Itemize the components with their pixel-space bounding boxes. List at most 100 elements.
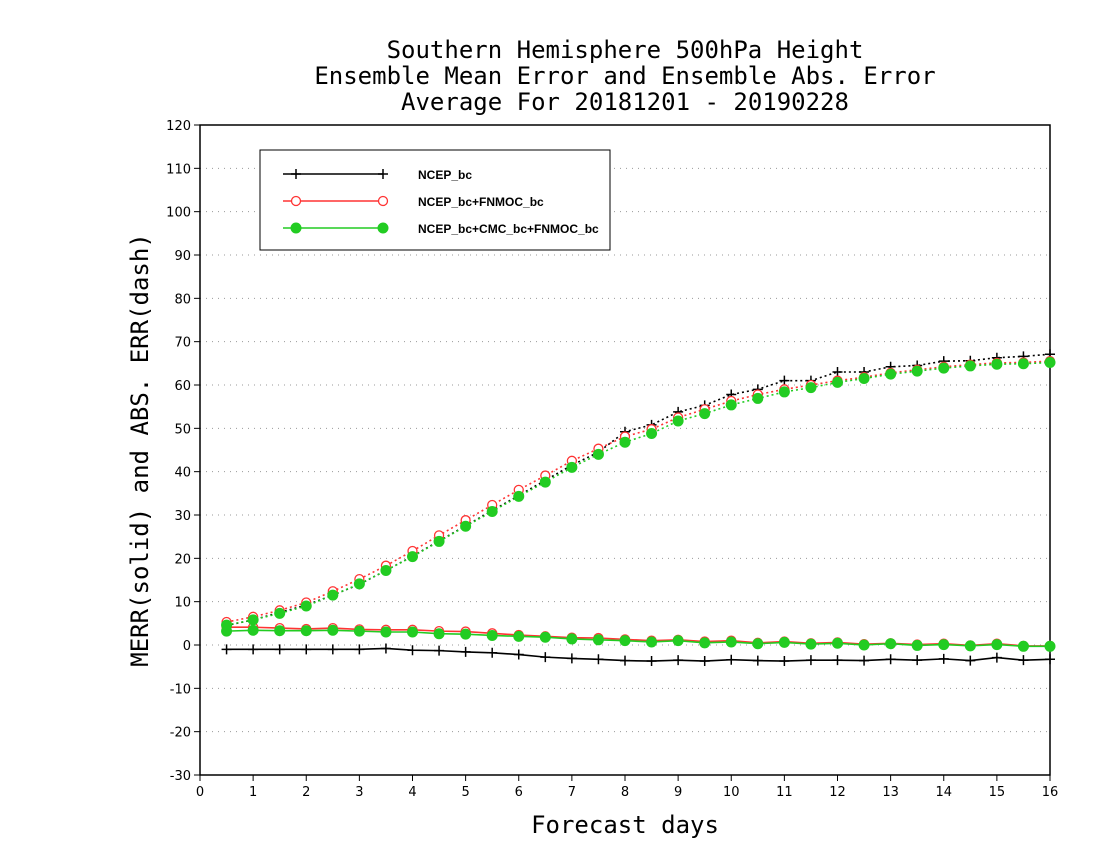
y-tick-label: -10 (170, 682, 191, 697)
abs-err-point (725, 399, 737, 411)
merr-point (513, 649, 524, 660)
merr-point (327, 644, 338, 655)
merr-point (673, 655, 684, 666)
x-tick-label: 3 (355, 785, 363, 800)
merr-point (353, 625, 365, 637)
merr-point (885, 638, 897, 650)
legend-item-ncep-bc-cmc-bc-fnmoc-bc: NCEP_bc+CMC_bc+FNMOC_bc (283, 222, 599, 236)
merr-point (646, 656, 657, 667)
y-tick-label: 30 (174, 509, 191, 524)
merr-point (1045, 654, 1055, 665)
abs-err-point (327, 589, 339, 601)
legend-label: NCEP_bc (418, 168, 472, 182)
merr-point (699, 656, 710, 667)
y-tick-label: 110 (166, 162, 191, 177)
merr-point (487, 647, 498, 658)
merr-point (646, 636, 658, 648)
merr-point (407, 626, 418, 638)
merr-point (540, 652, 551, 663)
merr-point (619, 635, 631, 647)
abs-err-point (433, 535, 445, 547)
legend: NCEP_bc NCEP_bc+FNMOC_bc NCEP_bc+CMC_bc+FN… (259, 149, 611, 251)
y-tick-label: 20 (174, 552, 191, 567)
abs-err-point (592, 448, 604, 460)
abs-err-point (938, 362, 950, 374)
legend-item-ncep-bc: NCEP_bc (283, 168, 472, 182)
merr-point (911, 639, 923, 651)
legend-marker (377, 222, 389, 234)
x-tick-label: 4 (408, 785, 416, 800)
x-tick-label: 11 (776, 785, 793, 800)
abs-err-point (1044, 356, 1056, 368)
x-tick-label: 14 (935, 785, 952, 800)
merr-line-ncep-bc-fnmoc-bc (226, 626, 1050, 647)
abs-err-point (486, 506, 498, 518)
merr-point (247, 624, 259, 636)
merr-point (938, 639, 950, 651)
abs-err-point (699, 408, 711, 420)
merr-point (965, 655, 976, 666)
abs-err-point (1017, 358, 1029, 370)
y-tick-label: -30 (170, 769, 191, 784)
abs-err-point (380, 564, 392, 576)
merr-point (726, 654, 737, 665)
grid-layer (200, 167, 1050, 733)
merr-point (566, 633, 578, 645)
merr-point (912, 655, 923, 666)
merr-point (380, 643, 391, 654)
series-ncep-bc-cmc-bc-fnmoc-bc (221, 356, 1056, 652)
abs-err-point (353, 578, 365, 590)
merr-point (592, 634, 604, 646)
merr-point (832, 637, 843, 649)
x-tick-label: 10 (723, 785, 740, 800)
abs-err-point (779, 375, 790, 386)
merr-point (407, 645, 418, 656)
x-tick-label: 5 (461, 785, 469, 800)
legend-marker (377, 195, 389, 207)
merr-point (354, 644, 365, 655)
x-tick-label: 6 (515, 785, 523, 800)
y-axis: -30 -20 -10 0 10 20 30 40 50 60 70 80 90 100 110 120 (166, 119, 200, 784)
legend-marker (290, 195, 302, 207)
merr-point (274, 625, 286, 637)
x-tick-label: 12 (829, 785, 846, 800)
y-tick-label: 10 (174, 596, 191, 611)
merr-point (486, 629, 498, 641)
merr-point (699, 637, 711, 649)
y-axis-label: MERR(solid) and ABS. ERR(dash) (126, 233, 154, 666)
merr-point (1044, 640, 1056, 652)
merr-point (620, 655, 630, 666)
abs-err-point (300, 600, 312, 612)
abs-err-point (646, 428, 658, 440)
abs-err-line-ncep-bc-cmc-bc-fnmoc-bc (226, 361, 1051, 626)
abs-err-point (407, 551, 418, 563)
x-tick-label: 0 (196, 785, 204, 800)
series-layer (221, 349, 1056, 667)
merr-point (513, 630, 525, 642)
abs-err-point (858, 373, 870, 384)
x-tick-label: 7 (568, 785, 576, 800)
merr-point (1017, 640, 1029, 652)
merr-point (274, 644, 285, 655)
y-tick-label: 120 (166, 119, 191, 134)
merr-point (248, 644, 259, 655)
x-tick-label: 2 (302, 785, 310, 800)
merr-point (858, 639, 870, 651)
merr-point (672, 635, 684, 647)
abs-err-point (619, 436, 631, 448)
y-tick-label: -20 (170, 726, 191, 741)
merr-point (752, 655, 763, 666)
abs-err-point (539, 476, 551, 488)
merr-point (805, 655, 816, 666)
merr-point (885, 654, 896, 665)
abs-err-point (805, 382, 817, 394)
merr-point (938, 653, 949, 664)
merr-point (805, 638, 817, 650)
series-ncep-bc (221, 349, 1055, 667)
legend-marker (378, 169, 388, 179)
y-tick-label: 50 (174, 422, 191, 437)
merr-point (964, 640, 976, 652)
abs-err-point (513, 490, 525, 502)
merr-point (221, 644, 232, 655)
